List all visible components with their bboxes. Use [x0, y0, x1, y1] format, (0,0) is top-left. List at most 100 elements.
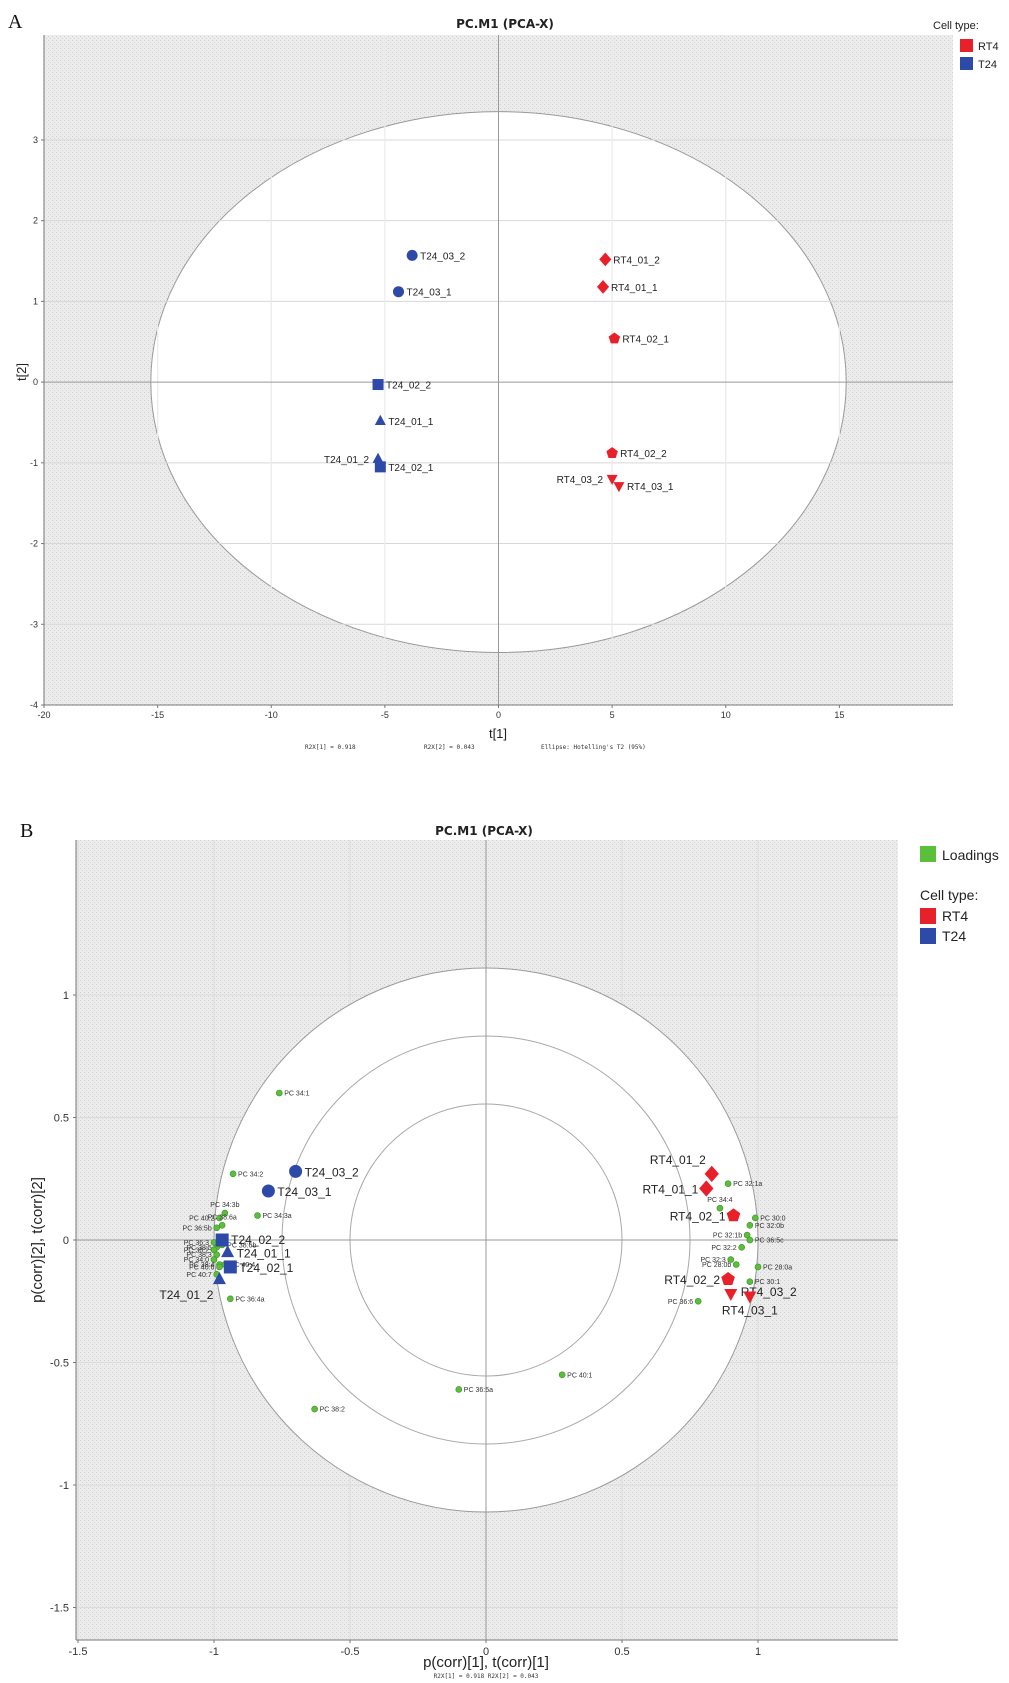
loading-pc-36-5b — [213, 1224, 221, 1232]
loading-label-pc-32-0b: PC 32:0b — [755, 1223, 784, 1230]
score-label-rt4-01-2: RT4_01_2 — [650, 1153, 706, 1167]
chart-a-legend: Cell type: RT4 T24 — [933, 20, 999, 71]
loading-label-pc-38-6a: PC 38:6a — [208, 1214, 237, 1221]
score-label-t24-03-1: T24_03_1 — [277, 1185, 331, 1199]
legend-b-swatch-t24 — [920, 928, 936, 944]
score-t24-03-1 — [261, 1184, 275, 1198]
loading-label-pc-34-3b: PC 34:3b — [210, 1202, 239, 1209]
loading-pc-34-1 — [275, 1089, 283, 1097]
score-label-rt4-01-1: RT4_01_1 — [642, 1183, 698, 1197]
point-rt4-02-2 — [606, 447, 618, 459]
chart-a-footer-1: R2X[1] = 0.918 — [305, 744, 356, 751]
loading-pc-34-3a — [254, 1212, 261, 1219]
legend-b-label-loadings: Loadings — [942, 847, 999, 863]
loading-pc-38-2 — [311, 1405, 318, 1413]
loading-label-pc-36-5b: PC 36:5b — [183, 1225, 212, 1232]
point-t24-02-1 — [374, 461, 386, 473]
point-rt4-03-2 — [606, 474, 618, 486]
loading-label-pc-28-0b: PC 28:0b — [702, 1262, 731, 1269]
score-t24-01-1 — [221, 1245, 235, 1258]
tick-label-b-y--1.5: -1.5 — [50, 1603, 69, 1615]
loading-pc-36-2 — [210, 1246, 218, 1254]
score-label-t24-02-2: T24_02_2 — [231, 1233, 285, 1247]
tick-label-b-y-0.5: 0.5 — [54, 1113, 69, 1125]
score-t24-03-2 — [289, 1164, 303, 1178]
point-label-t24-02-1: T24_02_1 — [388, 463, 433, 474]
loading-label-pc-40-2: PC 40:2 — [189, 1215, 214, 1222]
tick-label-b-x--0.5: -0.5 — [341, 1646, 360, 1658]
loading-pc-32-0b — [746, 1222, 754, 1229]
loading-label-pc-36-4a: PC 36:4a — [235, 1296, 264, 1303]
chart-a-xlabel: t[1] — [489, 726, 507, 741]
score-t24-02-1 — [223, 1260, 237, 1274]
loading-pc-30-0 — [751, 1214, 759, 1222]
loading-label-pc-32-1b: PC 32:1b — [713, 1233, 742, 1240]
loading-label-pc-40-4: PC 40:4 — [230, 1262, 255, 1269]
chart-a-footer-3: Ellipse: Hotelling's T2 (95%) — [541, 744, 646, 751]
tick-label-a-y-0: 0 — [33, 377, 38, 387]
loading-pc-36-5c — [746, 1236, 754, 1244]
point-label-rt4-03-2: RT4_03_2 — [557, 475, 604, 486]
legend-b-title: Cell type: — [920, 887, 978, 903]
loading-label-pc-38-4: PC 38:4 — [189, 1262, 214, 1269]
score-label-t24-01-2: T24_01_2 — [159, 1288, 213, 1302]
legend-b-label-rt4: RT4 — [942, 908, 968, 924]
tick-label-a-x-0: 0 — [496, 710, 501, 720]
panel-letter-a: A — [8, 11, 23, 33]
score-rt4-03-2 — [724, 1289, 738, 1302]
tick-label-a-x--10: -10 — [265, 710, 278, 720]
tick-label-a-x-10: 10 — [721, 710, 731, 720]
chart-b-ylabel: p(corr)[2], t(corr)[2] — [29, 1177, 46, 1303]
tick-label-b-x--1: -1 — [209, 1646, 219, 1658]
point-rt4-01-2 — [599, 252, 612, 267]
loading-label-pc-28-0a: PC 28:0a — [763, 1264, 792, 1271]
tick-label-a-y--2: -2 — [30, 539, 38, 549]
loading-pc-34-4 — [716, 1204, 724, 1212]
loading-pc-36-5a — [455, 1386, 463, 1393]
point-t24-03-2 — [406, 249, 418, 261]
chart-b-title: PC.M1 (PCA-X) — [435, 824, 533, 838]
loading-label-pc-40-1: PC 40:1 — [567, 1372, 592, 1379]
point-label-t24-01-1: T24_01_1 — [388, 417, 433, 428]
tick-label-a-y-2: 2 — [33, 216, 38, 226]
tick-label-a-y--1: -1 — [30, 458, 38, 468]
loading-label-pc-38-3: PC 38:3 — [186, 1252, 211, 1259]
legend-a-label-t24: T24 — [978, 59, 997, 71]
point-rt4-03-1 — [613, 482, 625, 493]
loading-label-pc-36-5a: PC 36:5a — [464, 1387, 493, 1394]
point-label-t24-03-2: T24_03_2 — [420, 251, 465, 262]
loading-pc-32-3 — [727, 1256, 735, 1263]
tick-label-a-x-15: 15 — [834, 710, 844, 720]
chart-b-xlabel: p(corr)[1], t(corr)[1] — [423, 1654, 549, 1671]
loading-label-pc-30-0: PC 30:0 — [760, 1215, 785, 1222]
tick-label-a-x--5: -5 — [381, 710, 389, 720]
tick-label-b-x-1: 1 — [755, 1646, 761, 1658]
legend-b-label-t24: T24 — [942, 928, 966, 944]
tick-label-b-x-0.5: 0.5 — [614, 1646, 629, 1658]
loading-pc-34-0 — [210, 1256, 218, 1263]
tick-label-a-x--15: -15 — [151, 710, 164, 720]
loading-label-pc-34-3a: PC 34:3a — [263, 1213, 292, 1220]
tick-label-b-y-1: 1 — [63, 990, 69, 1002]
point-label-rt4-03-1: RT4_03_1 — [627, 482, 674, 493]
tick-label-a-x-5: 5 — [610, 710, 615, 720]
legend-a-label-rt4: RT4 — [978, 41, 999, 53]
score-rt4-01-2 — [704, 1165, 719, 1182]
tick-label-a-y-3: 3 — [33, 135, 38, 145]
loading-pc-34-2 — [229, 1170, 237, 1178]
score-rt4-02-2 — [721, 1272, 735, 1285]
point-label-rt4-02-1: RT4_02_1 — [622, 335, 669, 346]
loading-pc-32-1a — [724, 1180, 732, 1187]
score-label-rt4-03-1: RT4_03_1 — [722, 1303, 778, 1317]
loading-label-pc-32-2: PC 32:2 — [711, 1245, 736, 1252]
score-t24-02-2 — [215, 1233, 229, 1247]
point-label-t24-01-2: T24_01_2 — [324, 455, 369, 466]
loading-pc-38-6a — [218, 1222, 226, 1229]
loading-label-pc-34-0: PC 34:0 — [184, 1257, 209, 1264]
legend-a-swatch-t24 — [960, 57, 973, 70]
legend-a-title: Cell type: — [933, 20, 979, 32]
score-label-rt4-02-2: RT4_02_2 — [664, 1273, 720, 1287]
loading-label-pc-36-3: PC 36:3 — [184, 1240, 209, 1247]
